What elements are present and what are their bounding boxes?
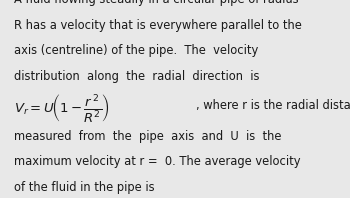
Text: distribution  along  the  radial  direction  is: distribution along the radial direction …: [14, 70, 259, 83]
Text: , where r is the radial distance as: , where r is the radial distance as: [196, 99, 350, 112]
Text: maximum velocity at r =  0. The average velocity: maximum velocity at r = 0. The average v…: [14, 155, 301, 168]
Text: axis (centreline) of the pipe.  The  velocity: axis (centreline) of the pipe. The veloc…: [14, 44, 258, 57]
Text: of the fluid in the pipe is: of the fluid in the pipe is: [14, 181, 155, 194]
Text: measured  from  the  pipe  axis  and  U  is  the: measured from the pipe axis and U is the: [14, 129, 281, 143]
Text: A fluid flowing steadily in a circular pipe of radius: A fluid flowing steadily in a circular p…: [14, 0, 299, 6]
Text: $V_r = U\!\left(1-\dfrac{r^{\,2}}{R^2}\right)$: $V_r = U\!\left(1-\dfrac{r^{\,2}}{R^2}\r…: [14, 92, 110, 124]
Text: R has a velocity that is everywhere parallel to the: R has a velocity that is everywhere para…: [14, 19, 302, 32]
